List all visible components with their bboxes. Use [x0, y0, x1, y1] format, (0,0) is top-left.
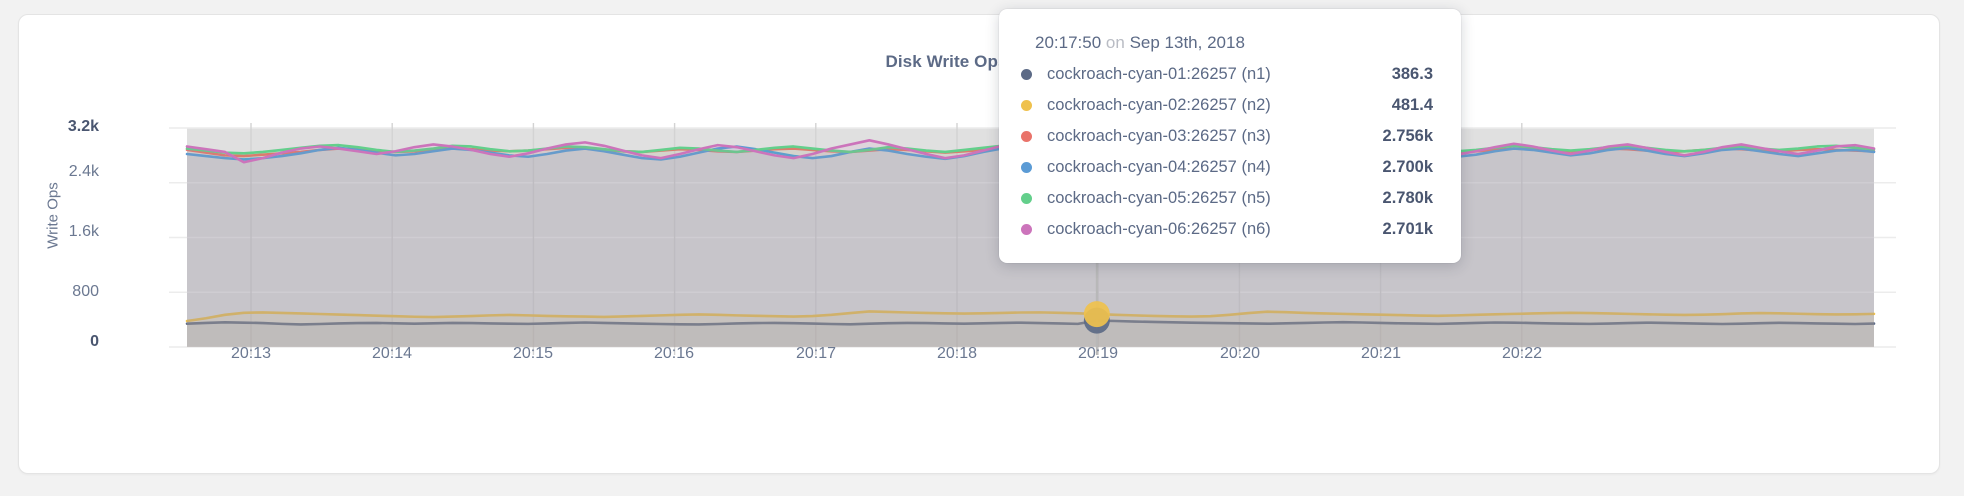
y-tick-0: 0 [90, 333, 99, 350]
x-tick-2013: 20:13 [230, 345, 272, 362]
y-tick-2400: 2.4k [68, 163, 99, 180]
tooltip-row: cockroach-cyan-03:26257 (n3) 2.756k [1021, 121, 1439, 152]
tooltip-time: 20:17:50 [1035, 33, 1102, 52]
x-tick-2014: 20:14 [371, 345, 413, 362]
chart-svg[interactable] [19, 15, 1939, 473]
series-color-dot-icon [1021, 100, 1032, 111]
x-tick-2015: 20:15 [512, 345, 554, 362]
hover-tooltip: 20:17:50 on Sep 13th, 2018 cockroach-cya… [999, 9, 1461, 263]
x-tick-2016: 20:16 [653, 345, 695, 362]
y-tick-1600: 1.6k [68, 223, 99, 240]
series-color-dot-icon [1021, 193, 1032, 204]
x-tick-2020: 20:20 [1219, 345, 1261, 362]
tooltip-series-label: cockroach-cyan-05:26257 (n5) [1047, 189, 1271, 207]
series-color-dot-icon [1021, 69, 1032, 80]
tooltip-row: cockroach-cyan-01:26257 (n1) 386.3 [1021, 59, 1439, 90]
tooltip-row: cockroach-cyan-02:26257 (n2) 481.4 [1021, 90, 1439, 121]
chart-card: Disk Write Ops Write Ops 3.2k 2.4k 1.6k … [18, 9, 1940, 474]
tooltip-series-label: cockroach-cyan-01:26257 (n1) [1047, 65, 1271, 83]
tooltip-series-value: 2.756k [1382, 127, 1433, 145]
tooltip-series-value: 481.4 [1391, 96, 1433, 114]
series-area-n2 [187, 311, 1874, 347]
tooltip-series-value: 2.780k [1382, 189, 1433, 207]
tooltip-on-word: on [1105, 33, 1125, 52]
tooltip-series-label: cockroach-cyan-04:26257 (n4) [1047, 158, 1271, 176]
x-tick-2019: 20:19 [1077, 345, 1119, 362]
series-color-dot-icon [1021, 131, 1032, 142]
tooltip-series-value: 2.701k [1382, 220, 1433, 238]
tooltip-row: cockroach-cyan-04:26257 (n4) 2.700k [1021, 152, 1439, 183]
x-tick-2017: 20:17 [795, 345, 837, 362]
x-tick-2022: 20:22 [1501, 345, 1543, 362]
series-color-dot-icon [1021, 162, 1032, 173]
y-tick-3200: 3.2k [67, 118, 99, 135]
plot-area[interactable]: Write Ops 3.2k 2.4k 1.6k 800 0 20:13 20:… [19, 15, 1939, 473]
tooltip-row: cockroach-cyan-06:26257 (n6) 2.701k [1021, 214, 1439, 245]
tooltip-date: Sep 13th, 2018 [1129, 33, 1245, 52]
tooltip-series-value: 386.3 [1391, 65, 1433, 83]
hover-marker-n2 [1083, 301, 1110, 328]
x-tick-2018: 20:18 [936, 345, 978, 362]
tooltip-timestamp: 20:17:50 on Sep 13th, 2018 [1035, 33, 1439, 53]
series-area-n1 [187, 320, 1874, 347]
tooltip-series-label: cockroach-cyan-02:26257 (n2) [1047, 96, 1271, 114]
series-line-n2[interactable] [185, 310, 1876, 323]
y-tick-800: 800 [72, 283, 99, 300]
series-line-n1[interactable] [185, 319, 1876, 326]
tooltip-series-label: cockroach-cyan-03:26257 (n3) [1047, 127, 1271, 145]
chart-title: Disk Write Ops [885, 52, 1008, 71]
tooltip-series-list: cockroach-cyan-01:26257 (n1) 386.3 cockroa… [1021, 59, 1439, 245]
tooltip-row: cockroach-cyan-05:26257 (n5) 2.780k [1021, 183, 1439, 214]
tooltip-series-label: cockroach-cyan-06:26257 (n6) [1047, 220, 1271, 238]
tooltip-series-value: 2.700k [1382, 158, 1433, 176]
x-tick-2021: 20:21 [1360, 345, 1402, 362]
y-axis-label: Write Ops [44, 182, 62, 249]
series-color-dot-icon [1021, 224, 1032, 235]
